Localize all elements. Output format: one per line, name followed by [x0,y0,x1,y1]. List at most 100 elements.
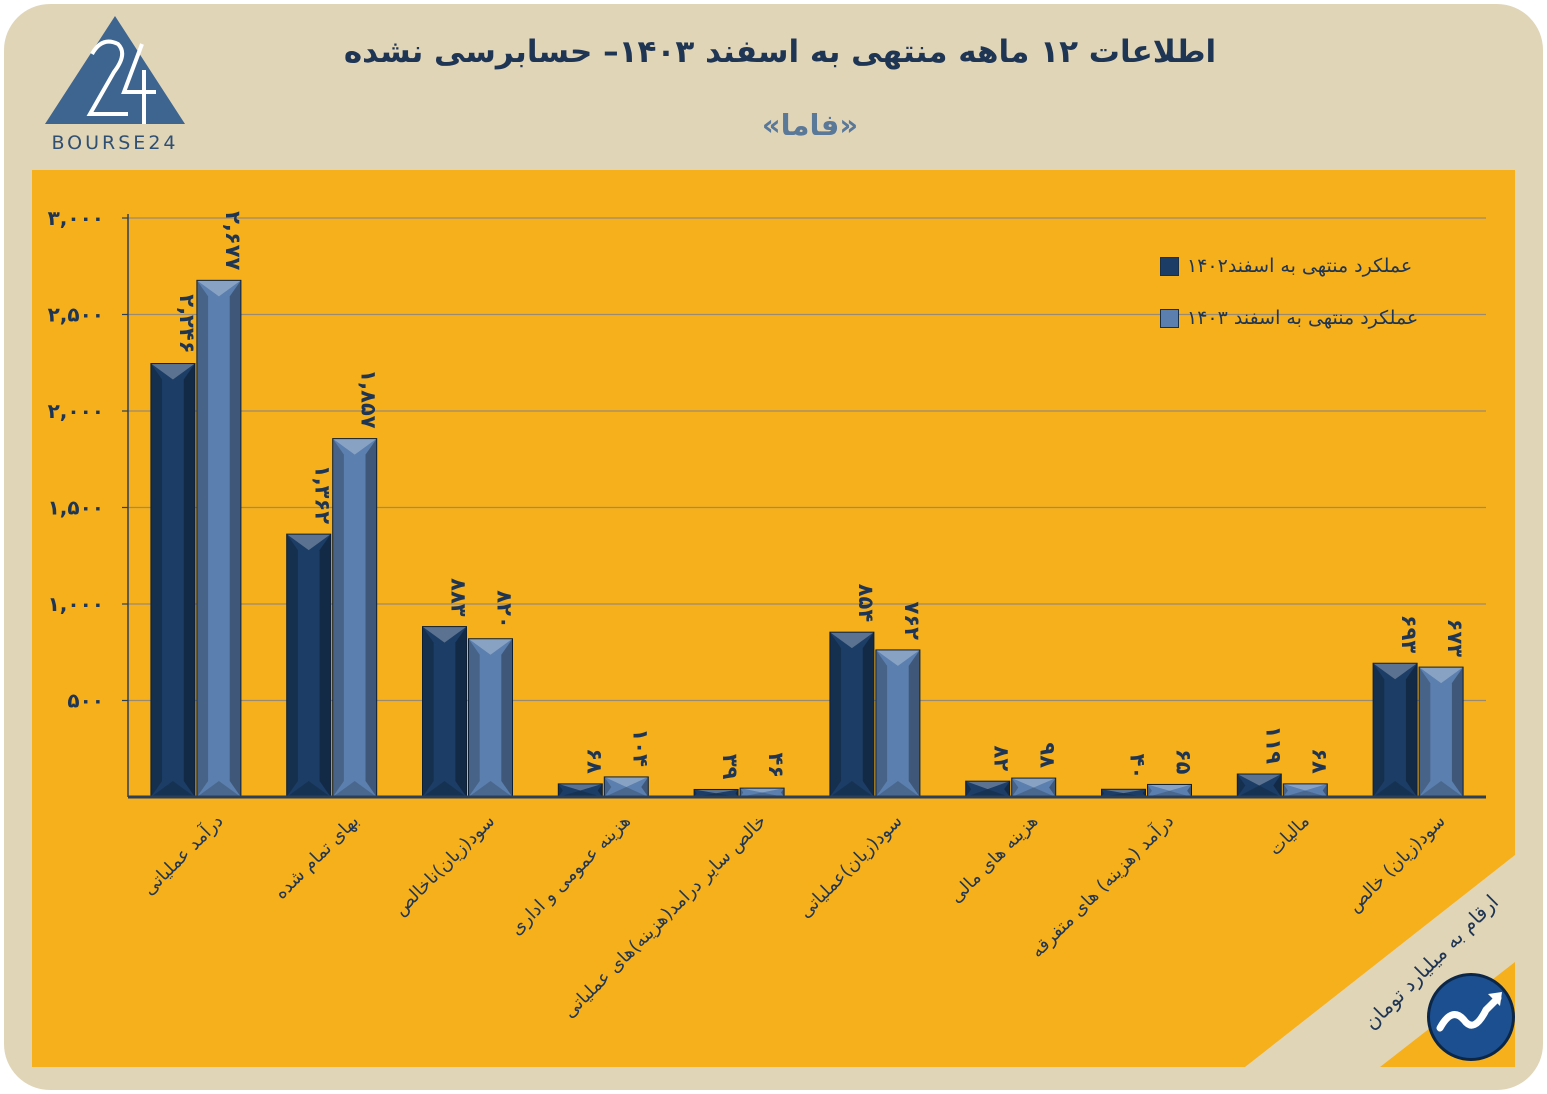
bar-body [1011,778,1056,797]
bar-bevel-right [597,783,603,797]
bar-1402 [286,533,332,798]
legend-item-1403: عملکرد منتهی به اسفند ۱۴۰۳ [1160,292,1480,344]
bar-bevel-right [319,534,331,797]
data-label: ۹۸ [1036,742,1060,768]
bar-bevel-right [1049,778,1056,797]
bar-body [150,363,195,797]
bar-body [286,534,331,797]
data-label: ۴۰ [1126,754,1150,780]
bar-bevel-bottom [196,781,241,797]
bar-bevel-right [501,638,513,797]
y-tick-label: ۱,۵۰۰ [48,496,104,520]
data-label: ۱,۸۵۷ [357,369,381,428]
bar-bevel-right [1322,783,1328,797]
data-label: ۶۹۳ [1397,615,1421,654]
bar-bevel-bottom [829,781,874,797]
legend-label-1402: عملکرد منتهی به اسفند۱۴۰۲ [1187,255,1413,277]
legend-swatch-1403 [1160,308,1179,328]
bar-body [332,438,377,797]
data-label: ۴۶ [764,752,788,778]
bar-1403 [1011,777,1057,798]
data-label: ۷۶۲ [900,601,924,640]
bar-body [829,632,874,797]
bar-body [1147,784,1192,797]
bar-bevel-left [965,781,972,797]
bar-bevel-bottom [1147,790,1192,797]
data-label: ۲,۲۴۶ [175,294,199,353]
bar-bevel-left [332,438,344,797]
bar-bevel-bottom [1237,785,1282,797]
x-category-label: مالیات [1265,811,1314,860]
data-label: ۶۸ [582,748,606,774]
x-category-label: هزینه عمومی و اداری [506,811,635,940]
bar-bevel-right [1273,774,1282,797]
chart-panel [32,170,1515,1067]
data-labels: ۲,۲۴۶ ۲,۶۷۷ ۱,۳۶۲ ۱,۸۵۷ ۸۸۳ ۸۲۰ ۶۸ ۱۰۴ ۳۹ ۴۶ ۸۵۴ ۷۶… [175,211,1467,780]
bar-bevel-left [694,789,697,797]
bar-bevel-bottom [150,781,195,797]
y-tick-label: ۳,۰۰۰ [48,206,104,230]
bar-bevel-top [1419,667,1464,684]
bar-bevel-right [1142,789,1146,797]
x-category-label: هزینه های مالی [946,811,1043,908]
legend: عملکرد منتهی به اسفند۱۴۰۲ عملکرد منتهی ب… [1160,240,1480,344]
bar-bevel-bottom [1373,781,1418,797]
bar-bevel-right [455,626,467,797]
bar-bevel-right [183,363,195,797]
bar-bevel-bottom [332,781,377,797]
bar-bevel-top [468,638,513,655]
data-label: ۱,۳۶۲ [311,465,335,524]
bar-body [1101,789,1146,797]
bar-bevel-left [1237,774,1246,797]
bar-bevel-bottom [965,789,1010,797]
bar-bevel-left [468,638,480,797]
bar-bevel-left [740,788,744,797]
bar-bevel-left [1011,778,1019,797]
data-label: ۶۷۳ [1443,619,1467,658]
bar-body [1237,774,1282,797]
bar-bevel-left [829,632,842,797]
bar-bevel-left [150,363,163,797]
bar-bevel-left [1419,667,1431,797]
bar-body [468,638,513,797]
bar-bevel-top [965,781,1010,790]
legend-label-1403: عملکرد منتهی به اسفند ۱۴۰۳ [1187,307,1419,329]
bar-bevel-top [740,788,785,793]
bar-bevel-right [735,789,739,797]
bar-1402 [422,626,467,798]
bar-bevel-bottom [604,786,649,797]
x-category-label: سود(زیان)عملیاتی [795,811,907,923]
bar-bevel-bottom [875,781,920,797]
bar-bevel-top [1373,663,1418,680]
bar-1402 [965,780,1011,798]
data-label: ۸۵۴ [854,584,878,623]
bar-bevel-top [604,776,649,787]
data-label: ۶۵ [1172,749,1196,775]
data-label: ۱۰۴ [628,728,652,767]
bar-1403 [1147,783,1192,798]
bar-bevel-top [332,438,377,455]
bar-1403 [1418,666,1464,798]
y-tick-label: ۲,۰۰۰ [48,399,104,423]
data-label: ۱۱۹ [1261,726,1285,765]
bar-bevel-left [196,280,209,797]
x-category-label: درآمد (هزینه) های متفرقه [1025,809,1178,962]
x-category-label: سود(زیان)ناخالص [390,811,499,920]
bar-bevel-right [908,649,920,797]
bar-1403 [332,438,378,798]
bar-bevel-top [694,789,739,794]
data-label: ۸۸۳ [447,578,471,617]
trend-arrow-icon [1436,992,1502,1032]
x-category-label: درآمد عملیاتی [137,809,227,899]
bar-bevel-bottom [1419,781,1464,797]
bar-bevel-right [229,280,241,797]
bar-1403 [875,649,921,798]
x-category-label: سود(زیان) خالص [1344,811,1450,917]
bar-body [1419,667,1464,797]
bar-bevel-left [1101,789,1105,797]
bar-bevel-top [196,280,241,297]
bar-1402 [1372,662,1418,798]
bar-body [196,280,241,797]
bar-bevel-right [641,776,649,797]
data-label: ۸۲۰ [493,590,517,628]
